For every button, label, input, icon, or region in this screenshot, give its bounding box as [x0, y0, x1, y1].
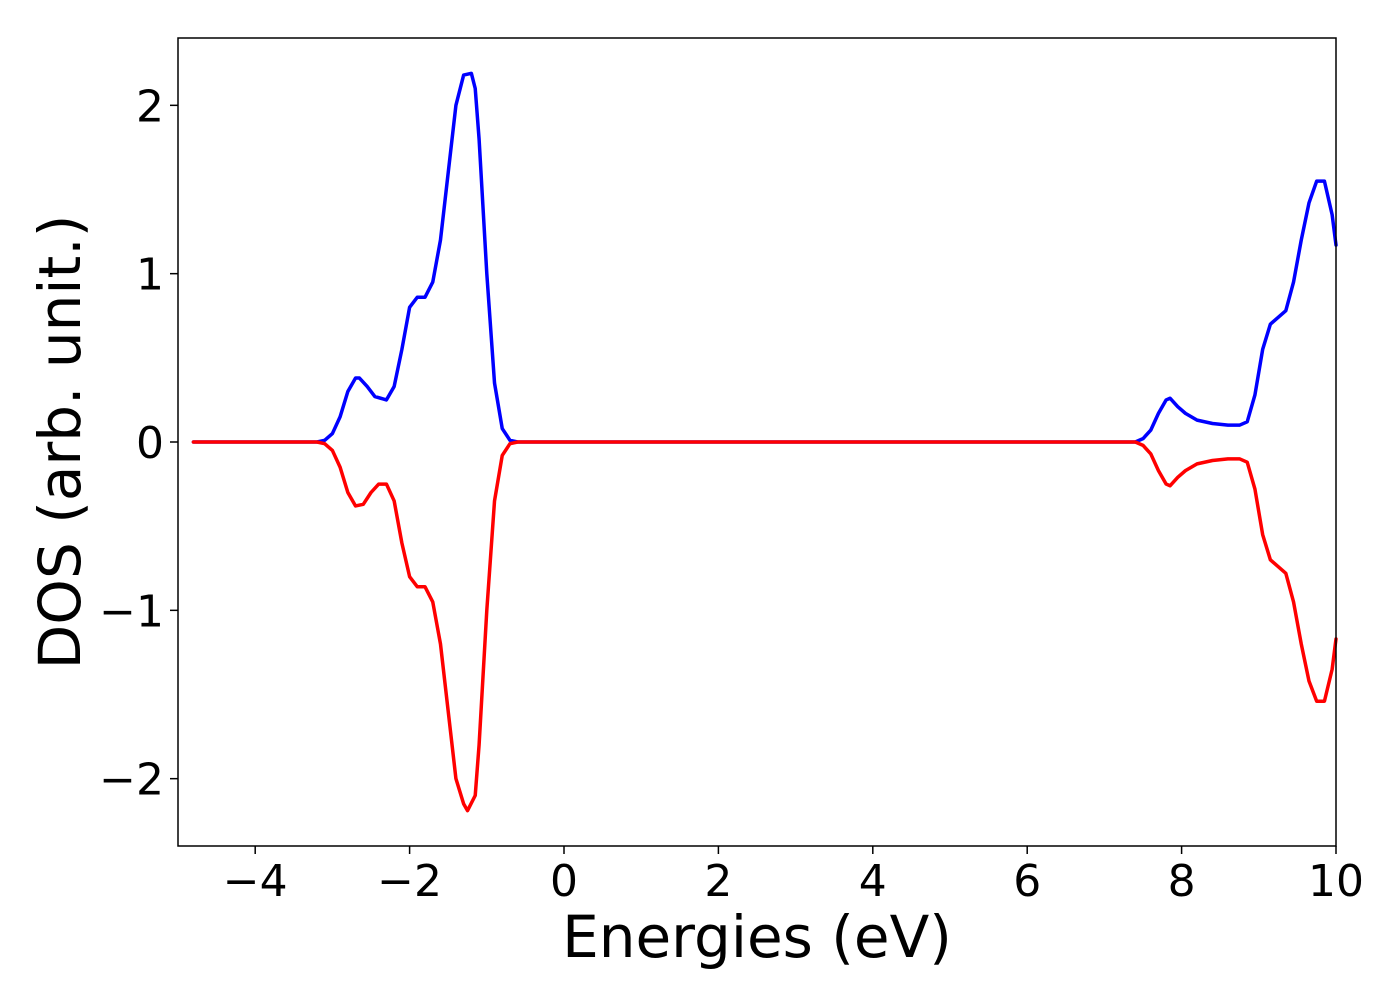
y-tick-label: −2 [99, 755, 164, 806]
x-axis-label: Energies (eV) [562, 903, 952, 971]
y-tick-label: 1 [136, 250, 164, 301]
curves-layer [191, 71, 1338, 813]
x-tick-label: 6 [1013, 856, 1041, 907]
x-tick-label: 8 [1168, 856, 1196, 907]
x-tick-label: −2 [377, 856, 442, 907]
y-axis-label: DOS (arb. unit.) [26, 215, 94, 670]
y-tick-label: 0 [136, 418, 164, 469]
y-tick-label: −1 [99, 586, 164, 637]
x-tick-label: 10 [1308, 856, 1364, 907]
x-tick-label: 2 [704, 856, 732, 907]
x-tick-label: 4 [859, 856, 887, 907]
series-line-1 [191, 440, 1338, 813]
y-axis-ticks: −2 −1 0 1 2 [99, 81, 178, 806]
x-tick-label: −4 [223, 856, 288, 907]
x-tick-label: 0 [550, 856, 578, 907]
y-tick-label: 2 [136, 81, 164, 132]
series-line-0 [191, 71, 1338, 444]
x-axis-ticks: −4 −2 0 2 4 6 8 10 [223, 846, 1364, 907]
